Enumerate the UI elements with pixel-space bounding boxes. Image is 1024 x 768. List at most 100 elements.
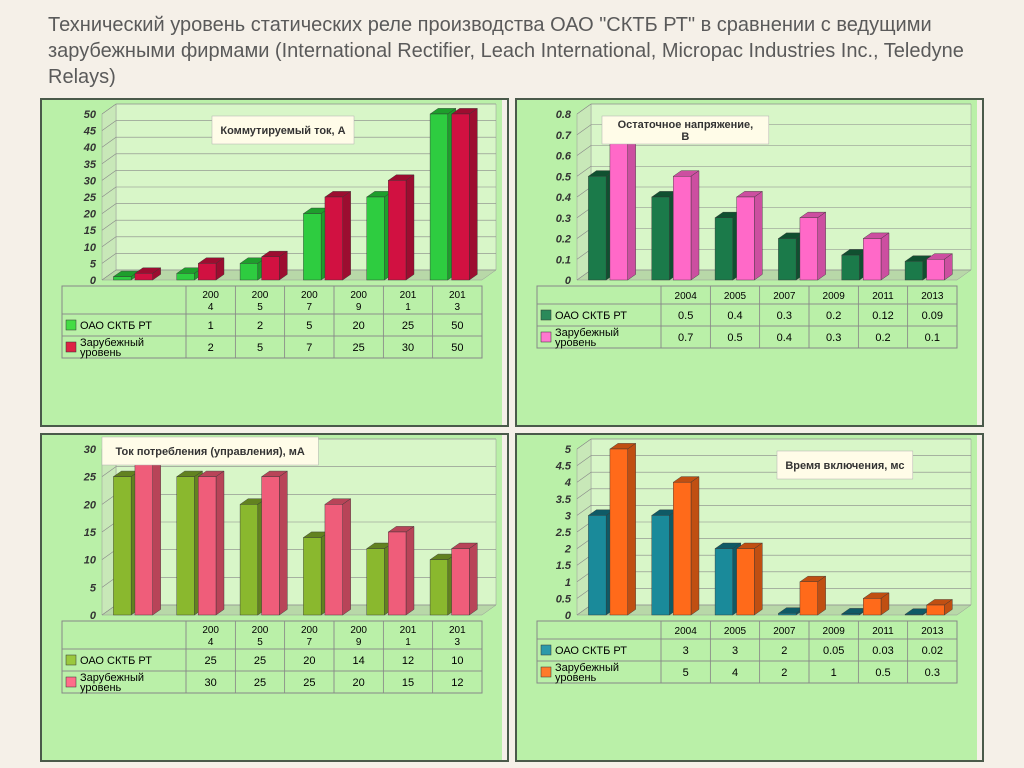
svg-text:50: 50: [84, 109, 97, 121]
svg-text:25: 25: [83, 472, 97, 484]
svg-text:12: 12: [402, 655, 414, 667]
svg-text:7: 7: [306, 342, 312, 354]
svg-text:3: 3: [683, 645, 689, 657]
svg-text:Ток потребления (управления),: Ток потребления (управления), мА: [116, 446, 305, 458]
svg-text:0.3: 0.3: [556, 213, 571, 225]
svg-text:4.5: 4.5: [555, 461, 572, 473]
svg-text:0.5: 0.5: [875, 667, 890, 679]
svg-text:50: 50: [451, 342, 463, 354]
svg-text:201: 201: [449, 625, 466, 636]
svg-text:2004: 2004: [675, 291, 698, 302]
svg-text:2013: 2013: [921, 626, 944, 637]
svg-text:0: 0: [90, 610, 97, 622]
svg-text:0.7: 0.7: [556, 130, 572, 142]
svg-text:25: 25: [254, 655, 266, 667]
svg-text:30: 30: [402, 342, 414, 354]
svg-text:12: 12: [451, 677, 463, 689]
svg-text:0.02: 0.02: [922, 645, 943, 657]
svg-text:35: 35: [84, 159, 97, 171]
svg-text:30: 30: [84, 444, 97, 456]
svg-text:0.2: 0.2: [826, 310, 841, 322]
svg-text:5: 5: [90, 582, 97, 594]
svg-text:2.5: 2.5: [555, 527, 572, 539]
svg-text:15: 15: [84, 225, 97, 237]
svg-text:10: 10: [84, 555, 97, 567]
svg-text:2: 2: [564, 544, 571, 556]
svg-text:15: 15: [84, 527, 97, 539]
svg-text:25: 25: [254, 677, 266, 689]
svg-text:уровень: уровень: [555, 672, 597, 684]
svg-text:25: 25: [83, 192, 97, 204]
svg-text:30: 30: [205, 677, 217, 689]
svg-text:0: 0: [565, 610, 572, 622]
svg-text:15: 15: [402, 677, 414, 689]
svg-text:40: 40: [83, 142, 97, 154]
svg-text:2: 2: [781, 667, 787, 679]
svg-text:0.5: 0.5: [678, 310, 693, 322]
svg-text:уровень: уровень: [80, 682, 122, 694]
svg-text:0.1: 0.1: [556, 254, 571, 266]
svg-text:0.4: 0.4: [727, 310, 742, 322]
svg-text:уровень: уровень: [80, 347, 122, 359]
svg-text:уровень: уровень: [555, 337, 597, 349]
svg-text:5: 5: [306, 320, 312, 332]
svg-text:0.8: 0.8: [556, 109, 572, 121]
svg-text:0.03: 0.03: [872, 645, 893, 657]
svg-text:2005: 2005: [724, 626, 747, 637]
svg-text:2: 2: [257, 320, 263, 332]
svg-text:20: 20: [353, 320, 365, 332]
svg-text:Остаточное напряжение,: Остаточное напряжение,: [618, 119, 754, 131]
svg-text:5: 5: [257, 637, 263, 648]
svg-text:2009: 2009: [823, 291, 846, 302]
chart-panel-2: 00.10.20.30.40.50.60.70.8Остаточное напр…: [515, 98, 984, 427]
svg-text:1: 1: [831, 667, 837, 679]
svg-text:25: 25: [303, 677, 315, 689]
svg-text:1: 1: [208, 320, 214, 332]
svg-text:0.1: 0.1: [925, 332, 940, 344]
svg-text:0.05: 0.05: [823, 645, 844, 657]
svg-text:0.5: 0.5: [556, 171, 572, 183]
svg-text:200: 200: [301, 290, 318, 301]
svg-text:5: 5: [257, 342, 263, 354]
svg-text:0.2: 0.2: [875, 332, 890, 344]
chart-panel-4: 00.511.522.533.544.55Время включения, мс…: [515, 433, 984, 762]
svg-text:5: 5: [90, 258, 97, 270]
svg-text:20: 20: [83, 209, 97, 221]
svg-text:200: 200: [350, 290, 367, 301]
chart-panel-3: 051015202530Ток потребления (управления)…: [40, 433, 509, 762]
svg-text:2011: 2011: [872, 291, 894, 302]
chart-panel-1: 05101520253035404550Коммутируемый ток, А…: [40, 98, 509, 427]
svg-text:2007: 2007: [773, 626, 796, 637]
svg-text:0.12: 0.12: [872, 310, 893, 322]
svg-text:9: 9: [356, 302, 362, 313]
svg-text:201: 201: [400, 625, 417, 636]
svg-text:ОАО СКТБ РТ: ОАО СКТБ РТ: [80, 320, 152, 332]
chart-grid: 05101520253035404550Коммутируемый ток, А…: [0, 98, 1024, 768]
svg-text:0.4: 0.4: [777, 332, 792, 344]
svg-text:0: 0: [565, 275, 572, 287]
page-title: Технический уровень статических реле про…: [0, 0, 1024, 98]
svg-text:2013: 2013: [921, 291, 944, 302]
svg-text:0.09: 0.09: [922, 310, 943, 322]
svg-text:3.5: 3.5: [556, 494, 572, 506]
svg-text:5: 5: [257, 302, 263, 313]
svg-text:2007: 2007: [773, 291, 796, 302]
svg-text:0.7: 0.7: [678, 332, 693, 344]
svg-text:4: 4: [564, 477, 571, 489]
svg-text:45: 45: [83, 126, 97, 138]
svg-text:0: 0: [90, 275, 97, 287]
svg-text:7: 7: [307, 637, 313, 648]
svg-text:ОАО СКТБ РТ: ОАО СКТБ РТ: [555, 645, 627, 657]
svg-text:4: 4: [732, 667, 738, 679]
svg-text:0.3: 0.3: [826, 332, 841, 344]
svg-text:7: 7: [307, 302, 313, 313]
svg-text:1: 1: [405, 637, 411, 648]
svg-text:20: 20: [83, 499, 97, 511]
svg-text:0.4: 0.4: [556, 192, 571, 204]
svg-text:25: 25: [205, 655, 217, 667]
svg-text:9: 9: [356, 637, 362, 648]
svg-text:2011: 2011: [872, 626, 894, 637]
svg-text:30: 30: [84, 175, 97, 187]
svg-text:50: 50: [451, 320, 463, 332]
svg-text:200: 200: [350, 625, 367, 636]
